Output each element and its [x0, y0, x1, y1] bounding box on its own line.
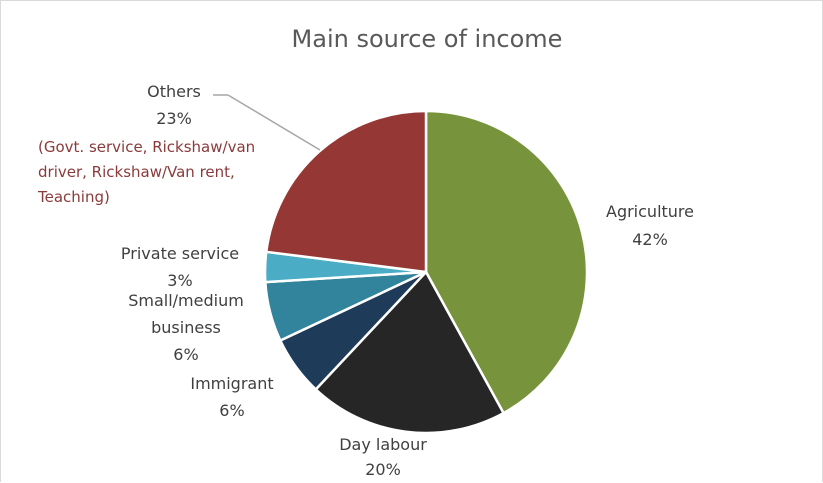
pie-slice-others [265, 109, 428, 274]
label-immigrant: Immigrant [190, 374, 273, 393]
others-leader-line-diagonal [227, 94, 321, 151]
value-agriculture: 42% [632, 230, 668, 249]
label-small-medium-business-line1: Small/medium [128, 291, 244, 310]
label-others: Others [147, 82, 201, 101]
pie-slice-agriculture [424, 109, 589, 415]
label-agriculture: Agriculture [606, 202, 694, 221]
others-note-line2: driver, Rickshaw/Van rent, [38, 163, 235, 181]
chart-title: Main source of income [292, 25, 563, 53]
others-note-line1: (Govt. service, Rickshaw/van [38, 138, 255, 156]
label-small-medium-business-line2: business [151, 318, 221, 337]
label-day-labour: Day labour [339, 435, 427, 454]
pie-slice-day-labour [314, 270, 505, 435]
value-immigrant: 6% [219, 401, 244, 420]
value-small-medium-business: 6% [173, 345, 198, 364]
value-others: 23% [156, 109, 192, 128]
others-note-line3: Teaching) [37, 188, 110, 206]
label-private-service: Private service [121, 244, 239, 263]
value-day-labour: 20% [365, 460, 401, 479]
value-private-service: 3% [167, 271, 192, 290]
